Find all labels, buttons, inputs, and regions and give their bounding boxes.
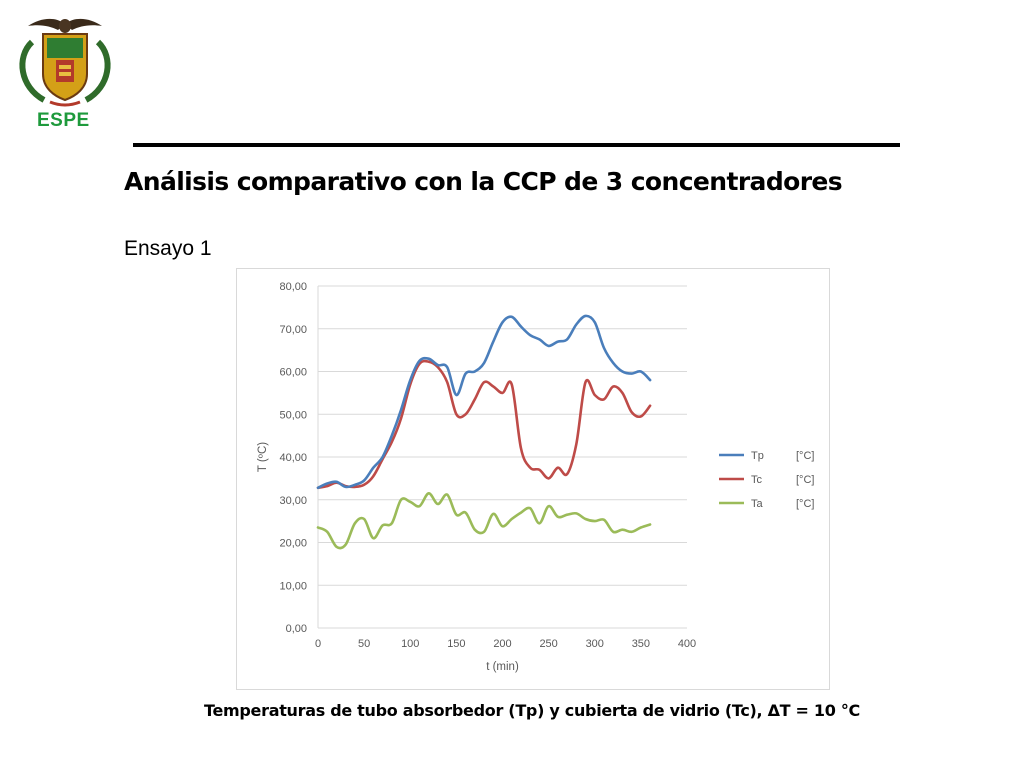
laurel-wreath-icon [19, 39, 111, 103]
legend-unit-ta: [°C] [796, 498, 814, 510]
x-tick-label: 300 [586, 638, 604, 650]
eagle-icon [28, 18, 102, 33]
y-tick-label: 20,00 [279, 538, 307, 550]
y-tick-label: 50,00 [279, 409, 307, 421]
y-tick-label: 10,00 [279, 580, 307, 592]
y-tick-label: 30,00 [279, 495, 307, 507]
y-tick-label: 60,00 [279, 367, 307, 379]
legend-label-ta: Ta [751, 498, 764, 510]
legend-label-tp: Tp [751, 450, 764, 462]
page-subtitle: Ensayo 1 [124, 237, 212, 260]
y-axis-title: T (ºC) [257, 442, 269, 472]
logo-text: ESPE [37, 110, 90, 131]
espe-logo [19, 18, 111, 107]
x-tick-label: 50 [358, 638, 370, 650]
x-tick-label: 0 [315, 638, 321, 650]
y-tick-label: 70,00 [279, 324, 307, 336]
page-title: Análisis comparativo con la CCP de 3 con… [124, 167, 843, 196]
x-tick-label: 250 [539, 638, 557, 650]
legend-unit-tp: [°C] [796, 450, 814, 462]
x-tick-label: 350 [632, 638, 650, 650]
chart-frame: 0,00 10,00 20,00 30,00 40,00 50,00 60,00 70,00 8… [236, 268, 830, 690]
x-tick-label: 200 [493, 638, 511, 650]
shield-icon [42, 33, 88, 102]
title-rule [133, 143, 900, 147]
legend-label-tc: Tc [751, 474, 763, 486]
series-line-tc [316, 359, 652, 490]
figure-caption: Temperaturas de tubo absorbedor (Tp) y c… [203, 701, 860, 720]
x-tick-label: 100 [401, 638, 419, 650]
y-tick-label: 40,00 [279, 452, 307, 464]
x-axis-title: t (min) [486, 661, 519, 673]
x-tick-label: 400 [678, 638, 696, 650]
series-line-tp [316, 314, 652, 490]
series-line-ta [316, 492, 652, 550]
legend-unit-tc: [°C] [796, 474, 814, 486]
x-tick-label: 150 [447, 638, 465, 650]
y-tick-label: 0,00 [286, 623, 307, 635]
y-tick-label: 80,00 [279, 281, 307, 293]
line-chart: 0,00 10,00 20,00 30,00 40,00 50,00 60,00 70,00 8… [257, 281, 814, 673]
